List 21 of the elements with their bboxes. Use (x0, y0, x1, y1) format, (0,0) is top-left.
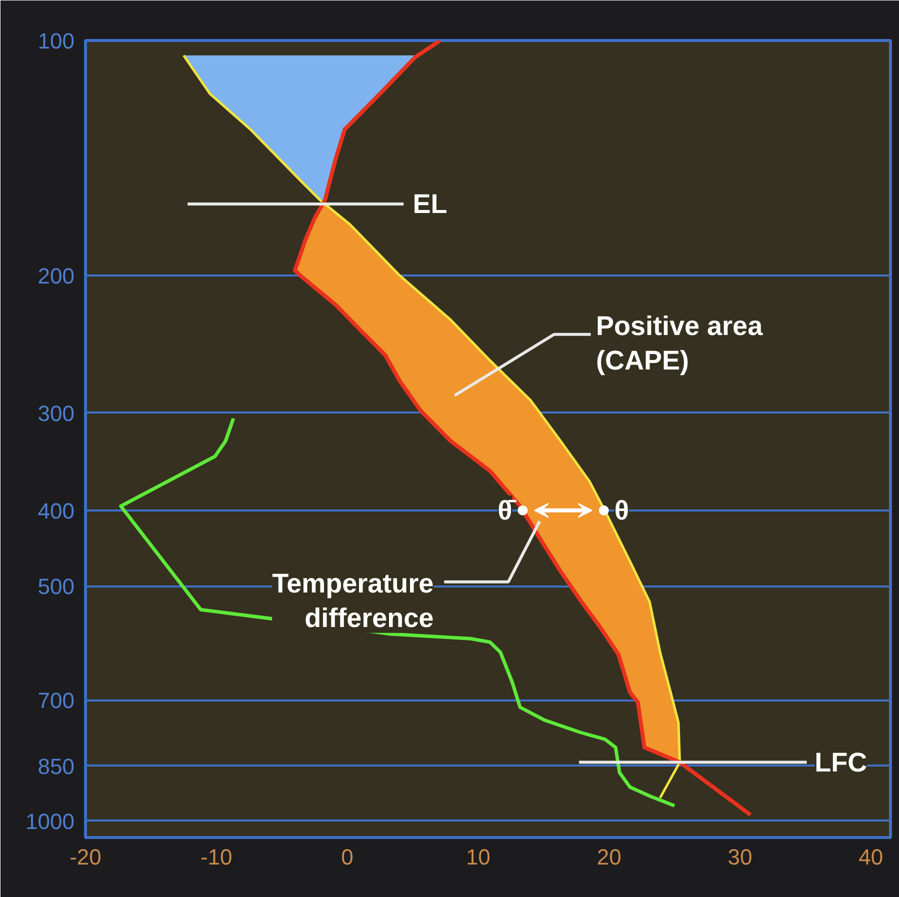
y-tick-label: 850 (38, 754, 75, 779)
x-tick-label: 20 (596, 844, 622, 870)
annotation: θ̄ (498, 495, 518, 526)
x-tick-label: -10 (200, 844, 232, 870)
annotation: LFC (814, 747, 868, 778)
annotation: θ (614, 495, 629, 526)
x-tick-label: 40 (858, 844, 884, 870)
x-tick-label: 0 (341, 844, 354, 870)
x-tick-label: -20 (70, 844, 102, 870)
annotation: Temperature difference (272, 568, 434, 633)
y-tick-label: 1000 (26, 808, 75, 834)
y-tick-label: 400 (38, 498, 75, 524)
y-tick-label: 100 (38, 28, 75, 54)
y-tick-label: 200 (38, 263, 75, 288)
x-tick-label: 10 (466, 844, 490, 870)
annotation: EL (412, 189, 448, 220)
x-tick-label: 30 (728, 844, 752, 870)
y-tick-label: 500 (38, 574, 75, 600)
y-tick-label: 300 (38, 400, 75, 426)
annotation: Positive area (CAPE) (596, 310, 764, 376)
y-tick-label: 700 (38, 688, 75, 714)
